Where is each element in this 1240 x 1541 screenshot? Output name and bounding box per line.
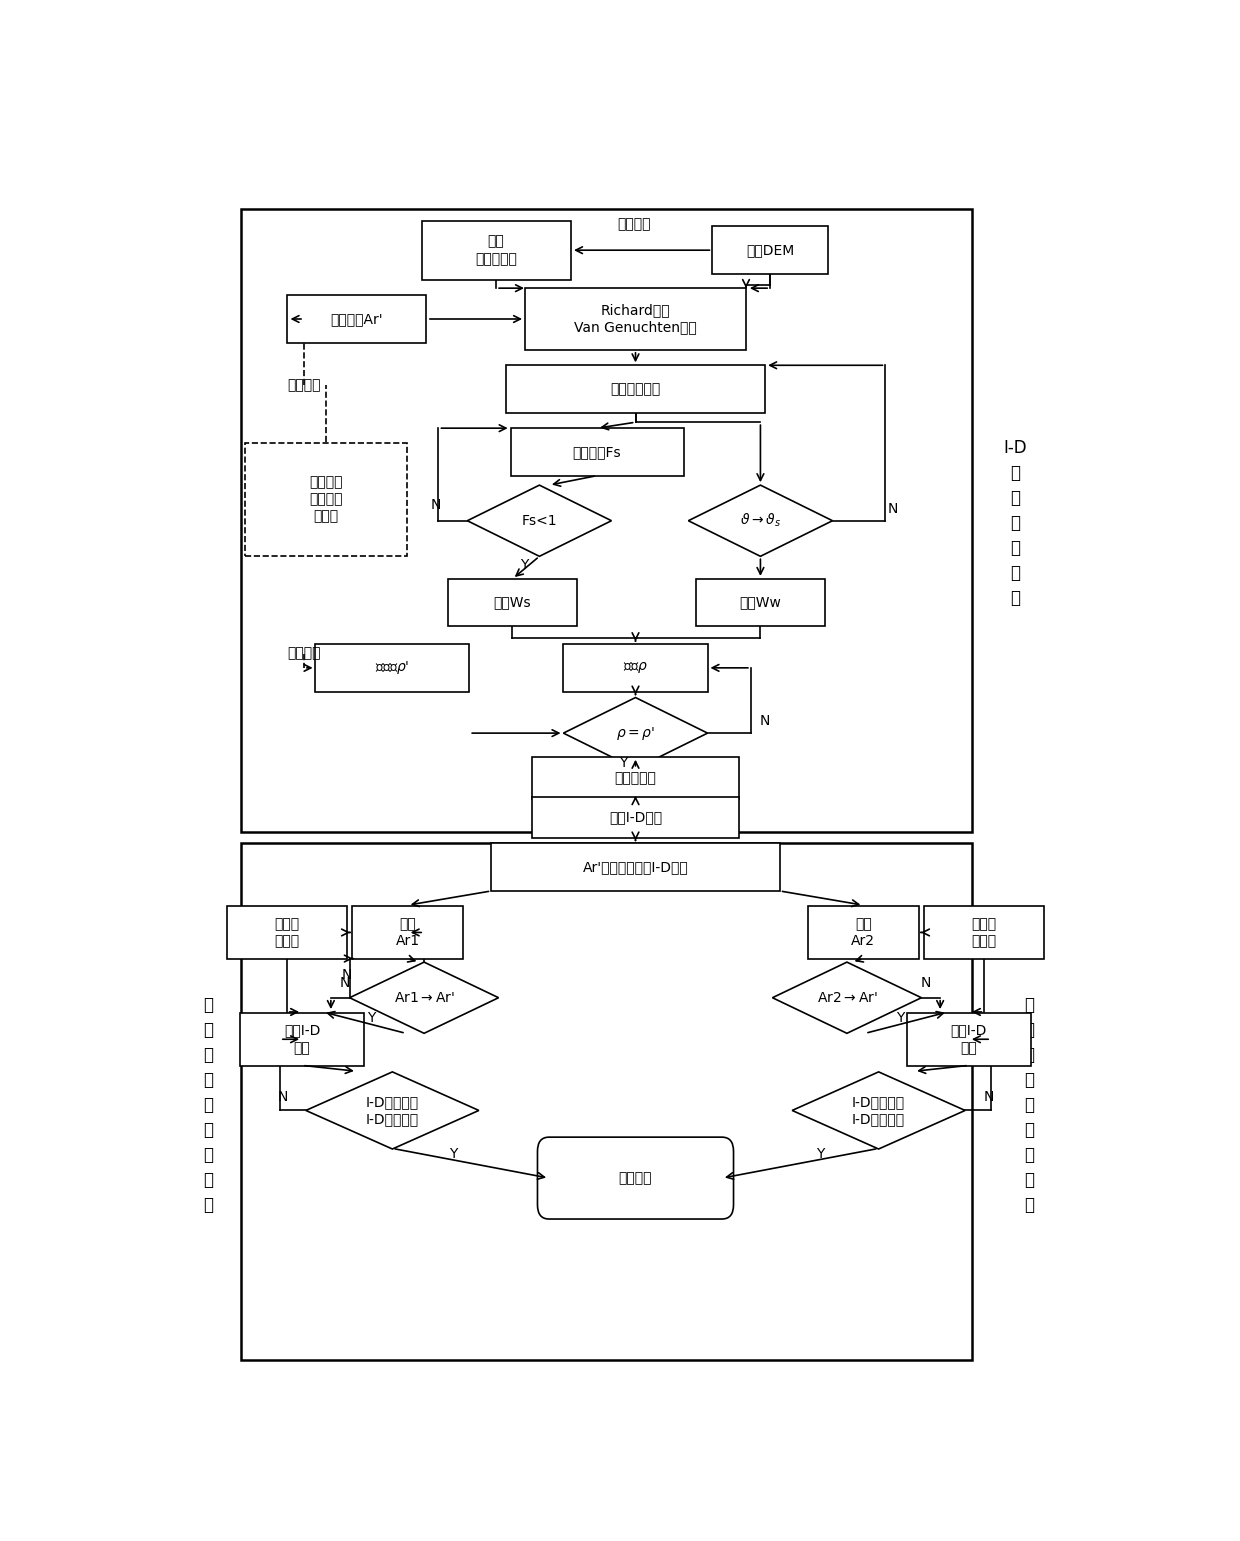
- FancyBboxPatch shape: [422, 220, 570, 280]
- FancyBboxPatch shape: [924, 906, 1044, 959]
- FancyBboxPatch shape: [537, 1137, 734, 1219]
- Text: 数据匹配: 数据匹配: [616, 217, 650, 231]
- Text: 数据分析: 数据分析: [288, 647, 321, 661]
- Text: N: N: [920, 977, 931, 991]
- Text: I-D组合位于
I-D阈值之间: I-D组合位于 I-D阈值之间: [366, 1094, 419, 1126]
- Text: 计算I-D
组合: 计算I-D 组合: [284, 1023, 320, 1056]
- Text: Y: Y: [367, 1011, 376, 1025]
- FancyBboxPatch shape: [227, 906, 347, 959]
- Text: 发生预警: 发生预警: [619, 1171, 652, 1185]
- FancyBboxPatch shape: [532, 797, 739, 838]
- FancyBboxPatch shape: [448, 579, 578, 626]
- Text: N: N: [760, 713, 770, 729]
- FancyBboxPatch shape: [525, 288, 746, 350]
- Text: N: N: [888, 502, 898, 516]
- Text: Fs<1: Fs<1: [522, 513, 557, 527]
- Text: Y: Y: [895, 1011, 904, 1025]
- Text: 预报降
雨数据: 预报降 雨数据: [274, 917, 299, 948]
- Polygon shape: [773, 962, 921, 1034]
- Polygon shape: [306, 1073, 479, 1150]
- Text: 流域降雨
泥石流历
史数据: 流域降雨 泥石流历 史数据: [309, 475, 342, 524]
- FancyBboxPatch shape: [696, 579, 826, 626]
- Text: Ar2$\rightarrow$Ar': Ar2$\rightarrow$Ar': [817, 991, 877, 1005]
- Text: 计算Ww: 计算Ww: [739, 595, 781, 610]
- FancyBboxPatch shape: [315, 644, 469, 692]
- Text: 关键水文参数: 关键水文参数: [610, 382, 661, 396]
- Text: Richard模型
Van Genuchten方程: Richard模型 Van Genuchten方程: [574, 304, 697, 334]
- Text: 流域
下垫面数据: 流域 下垫面数据: [475, 234, 517, 267]
- Text: Y: Y: [449, 1148, 458, 1162]
- FancyBboxPatch shape: [563, 644, 708, 692]
- Text: 控制点$\rho$': 控制点$\rho$': [376, 660, 409, 676]
- FancyBboxPatch shape: [808, 906, 919, 959]
- FancyBboxPatch shape: [713, 227, 828, 274]
- Text: Y: Y: [816, 1148, 825, 1162]
- Text: 计算
Ar2: 计算 Ar2: [851, 917, 875, 948]
- Text: 计算
Ar1: 计算 Ar1: [396, 917, 420, 948]
- Text: N: N: [342, 968, 352, 982]
- Text: $\vartheta\rightarrow\vartheta_s$: $\vartheta\rightarrow\vartheta_s$: [740, 512, 781, 530]
- FancyBboxPatch shape: [239, 1012, 365, 1066]
- Text: 实时降
雨数据: 实时降 雨数据: [972, 917, 997, 948]
- FancyBboxPatch shape: [491, 843, 780, 891]
- Text: $\rho=\rho$': $\rho=\rho$': [616, 724, 655, 741]
- Text: Y: Y: [619, 755, 627, 770]
- Text: I-D组合位于
I-D阈值之间: I-D组合位于 I-D阈值之间: [852, 1094, 905, 1126]
- Text: 计算栅格Fs: 计算栅格Fs: [573, 445, 621, 459]
- Text: 拟合I-D方程: 拟合I-D方程: [609, 811, 662, 824]
- Polygon shape: [467, 485, 611, 556]
- Text: 计算Ws: 计算Ws: [494, 595, 531, 610]
- Polygon shape: [350, 962, 498, 1034]
- Text: Ar'及对应的一组I-D阈值: Ar'及对应的一组I-D阈值: [583, 860, 688, 874]
- Text: 计算I-D
组合: 计算I-D 组合: [951, 1023, 987, 1056]
- FancyBboxPatch shape: [242, 208, 972, 832]
- FancyBboxPatch shape: [511, 428, 683, 476]
- Text: 数据分析: 数据分析: [288, 379, 321, 393]
- Text: Ar1$\rightarrow$Ar': Ar1$\rightarrow$Ar': [394, 991, 454, 1005]
- Text: I-D
曲
线
阈
值
构
建: I-D 曲 线 阈 值 构 建: [1003, 439, 1027, 607]
- FancyBboxPatch shape: [246, 442, 407, 556]
- FancyBboxPatch shape: [352, 906, 463, 959]
- Polygon shape: [563, 698, 708, 769]
- Polygon shape: [688, 485, 832, 556]
- Polygon shape: [792, 1073, 965, 1150]
- FancyBboxPatch shape: [532, 758, 739, 798]
- Text: 计算$\rho$: 计算$\rho$: [622, 661, 649, 675]
- Text: 前期雨量Ar': 前期雨量Ar': [331, 311, 383, 327]
- Text: 记录数据点: 记录数据点: [615, 770, 656, 786]
- FancyBboxPatch shape: [288, 296, 427, 342]
- Text: N: N: [430, 498, 440, 512]
- FancyBboxPatch shape: [242, 843, 972, 1359]
- Text: N: N: [340, 977, 351, 991]
- Text: 实
时
降
雨
泥
石
流
预
警: 实 时 降 雨 泥 石 流 预 警: [1024, 995, 1034, 1213]
- Text: 流域DEM: 流域DEM: [746, 243, 794, 257]
- Text: 预
报
降
雨
泥
石
流
预
警: 预 报 降 雨 泥 石 流 预 警: [203, 995, 213, 1213]
- Text: N: N: [985, 1091, 994, 1105]
- Text: N: N: [278, 1091, 288, 1105]
- Text: Y: Y: [520, 558, 528, 572]
- FancyBboxPatch shape: [506, 365, 765, 413]
- FancyBboxPatch shape: [906, 1012, 1032, 1066]
